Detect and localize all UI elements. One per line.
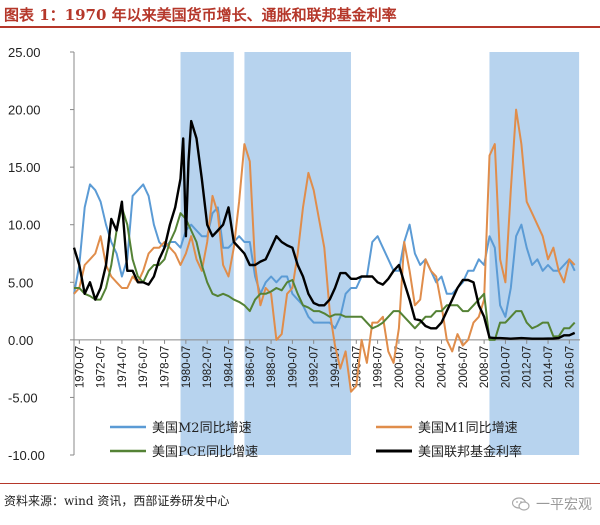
watermark-text: 一平宏观 (536, 497, 592, 513)
shaded-period-1 (180, 52, 234, 455)
x-tick-label: 2006-07 (458, 346, 470, 388)
x-tick-label: 2002-07 (415, 346, 427, 388)
legend-label-1: 美国M2同比增速 (152, 421, 252, 436)
y-axis-ticks: 25.00 20.00 15.00 10.00 5.00 0.00 -5.00 -10.00 (8, 45, 74, 463)
y-tick-label: 5.00 (8, 275, 33, 290)
y-tick-label: 25.00 (8, 45, 41, 60)
title-divider (0, 26, 600, 28)
x-tick-label: 1994-07 (330, 346, 342, 388)
series-line-4 (72, 119, 576, 340)
y-tick-label: 0.00 (8, 333, 33, 348)
x-tick-label: 2014-07 (543, 346, 555, 388)
series-line-1 (73, 183, 576, 330)
source-note: 资料来源：wind 资讯，西部证券研发中心 (4, 494, 230, 508)
x-tick-label: 2012-07 (522, 346, 534, 388)
y-tick-label: 20.00 (8, 103, 41, 118)
x-tick-label: 1990-07 (287, 346, 299, 388)
x-tick-label: 1974-07 (117, 346, 129, 388)
wechat-icon (512, 497, 530, 511)
x-tick-label: 1976-07 (138, 346, 150, 388)
x-tick-label: 2000-07 (394, 346, 406, 388)
x-tick-label: 1982-07 (202, 346, 214, 388)
shaded-periods (180, 52, 580, 455)
x-tick-label: 2004-07 (437, 346, 449, 388)
y-tick-label: -5.00 (8, 390, 38, 405)
legend-label-2: 美国M1同比增速 (418, 421, 518, 436)
x-tick-label: 2016-07 (564, 346, 576, 388)
x-tick-label: 1998-07 (373, 346, 385, 388)
x-tick-label: 1988-07 (266, 346, 278, 388)
shaded-period-3 (489, 52, 580, 455)
x-tick-label: 1978-07 (160, 346, 172, 388)
series-line-2 (73, 108, 576, 393)
x-tick-label: 1992-07 (309, 346, 321, 388)
source-divider (0, 483, 600, 484)
line-chart: 25.0020.0015.0010.005.000.00-5.00-10.00 … (8, 45, 580, 463)
y-tick-label: -10.00 (8, 448, 45, 463)
y-tick-label: 10.00 (8, 218, 41, 233)
x-tick-label: 1986-07 (245, 346, 257, 388)
watermark: 一平宏观 (512, 494, 592, 514)
chart-title: 图表 1：1970 年以来美国货币增长、通胀和联邦基金利率 (4, 6, 397, 24)
x-tick-label: 2010-07 (500, 346, 512, 388)
legend-label-3: 美国PCE同比增速 (152, 445, 258, 460)
x-tick-label: 2008-07 (479, 346, 491, 388)
x-tick-label: 1972-07 (96, 346, 108, 388)
y-tick-label: 15.00 (8, 160, 41, 175)
x-axis-ticks: 1970-07 1972-07 1974-07 1976-07 1978-07 1980-… (74, 339, 576, 388)
series-lines (72, 108, 576, 393)
x-tick-label: 1970-07 (74, 346, 86, 388)
legend-label-4: 美国联邦基金利率 (418, 444, 522, 460)
x-tick-label: 1980-07 (181, 346, 193, 388)
x-tick-label: 1984-07 (223, 346, 235, 388)
